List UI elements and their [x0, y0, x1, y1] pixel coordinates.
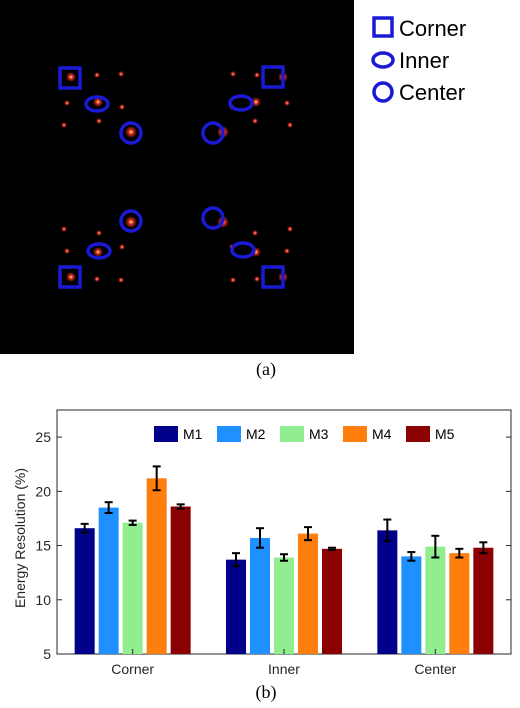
corner-marker: [58, 66, 82, 90]
crystal-spot: [287, 122, 293, 128]
legend-a-label: Corner: [399, 16, 466, 41]
center-marker: [201, 206, 225, 230]
inner-marker: [230, 241, 256, 259]
bar-m3-center: [425, 546, 446, 654]
bar-m5-center: [473, 547, 494, 654]
legend-swatch-m2: [217, 426, 241, 442]
y-tick-label: 20: [35, 483, 51, 499]
bar-m1-center: [377, 530, 398, 654]
flood-map-background: [0, 0, 354, 354]
legend-label-m3: M3: [309, 426, 329, 442]
crystal-spot: [64, 100, 70, 106]
y-tick-label: 5: [43, 646, 51, 662]
circle-legend-icon: [372, 81, 394, 103]
legend-swatch-m1: [154, 426, 178, 442]
crystal-spot: [118, 277, 124, 283]
bar-m4-center: [449, 553, 470, 654]
bar-m4-corner: [146, 478, 167, 654]
flood-map-figure: Corner Inner Center (a): [0, 0, 466, 380]
corner-marker: [261, 65, 285, 89]
bar-m1-inner: [226, 559, 246, 654]
crystal-spot: [93, 247, 103, 257]
legend-label-m4: M4: [372, 426, 392, 442]
chart-legend: M1 M2 M3 M4 M5: [154, 426, 455, 442]
bar-m4-inner: [298, 533, 318, 654]
crystal-spot: [64, 248, 70, 254]
crystal-spot: [284, 248, 290, 254]
crystal-spot: [119, 244, 125, 250]
crystal-spot: [284, 100, 290, 106]
inner-marker: [228, 94, 254, 112]
figure-a-caption: (a): [256, 359, 276, 380]
inner-marker: [86, 242, 112, 260]
square-legend-icon: [372, 16, 394, 38]
legend-a-label: Center: [399, 80, 465, 105]
legend-label-m2: M2: [246, 426, 266, 442]
crystal-spot: [61, 226, 67, 232]
legend-a-label: Inner: [399, 48, 449, 73]
crystal-spot: [96, 230, 102, 236]
center-marker: [201, 121, 225, 145]
bar-m2-inner: [250, 537, 270, 654]
region-legend: Corner Inner Center: [371, 16, 466, 105]
legend-label-m1: M1: [183, 426, 203, 442]
crystal-spot: [252, 230, 258, 236]
bar-m1-corner: [74, 528, 95, 654]
crystal-spot: [94, 72, 100, 78]
crystal-spot: [252, 118, 258, 124]
bar-m5-corner: [170, 506, 191, 654]
center-marker: [119, 209, 143, 233]
x-tick-label: Corner: [111, 661, 154, 677]
x-tick-label: Inner: [268, 661, 300, 677]
crystal-spot: [66, 72, 76, 82]
inner-marker: [84, 95, 110, 113]
bar-m3-corner: [122, 522, 143, 654]
crystal-spot: [119, 104, 125, 110]
legend-label-m5: M5: [435, 426, 455, 442]
legend-swatch-m5: [406, 426, 430, 442]
y-axis-ticks: 5 10 15 20 25: [35, 429, 511, 662]
x-axis-ticks: Corner Inner Center: [111, 649, 457, 677]
crystal-spot: [230, 71, 236, 77]
ellipse-legend-icon: [371, 51, 395, 69]
bar-m5-inner: [322, 548, 342, 654]
crystal-spot: [125, 216, 137, 228]
center-marker: [119, 121, 143, 145]
crystal-spot: [118, 71, 124, 77]
region-markers: [58, 65, 285, 289]
crystal-spot: [287, 226, 293, 232]
crystal-spot: [96, 118, 102, 124]
crystal-spot: [61, 122, 67, 128]
figure-b-caption: (b): [256, 682, 277, 703]
bar-m2-corner: [98, 507, 119, 654]
legend-swatch-m3: [280, 426, 304, 442]
y-axis-label: Energy Resolution (%): [12, 468, 28, 608]
crystal-spot: [230, 277, 236, 283]
crystal-spot: [93, 97, 103, 107]
bar-m2-center: [401, 556, 422, 654]
corner-marker: [261, 265, 285, 289]
crystal-spot: [254, 276, 260, 282]
crystal-spot: [125, 126, 137, 138]
legend-swatch-m4: [343, 426, 367, 442]
crystal-spot: [254, 72, 260, 78]
crystal-spot: [94, 276, 100, 282]
crystal-spots: [61, 71, 293, 283]
y-tick-label: 15: [35, 538, 51, 554]
bar-m3-inner: [274, 557, 294, 654]
y-tick-label: 25: [35, 429, 51, 445]
crystal-spot: [66, 272, 76, 282]
x-tick-label: Center: [414, 661, 456, 677]
corner-marker: [58, 265, 82, 289]
y-tick-label: 10: [35, 592, 51, 608]
chart-bars: [74, 465, 494, 654]
